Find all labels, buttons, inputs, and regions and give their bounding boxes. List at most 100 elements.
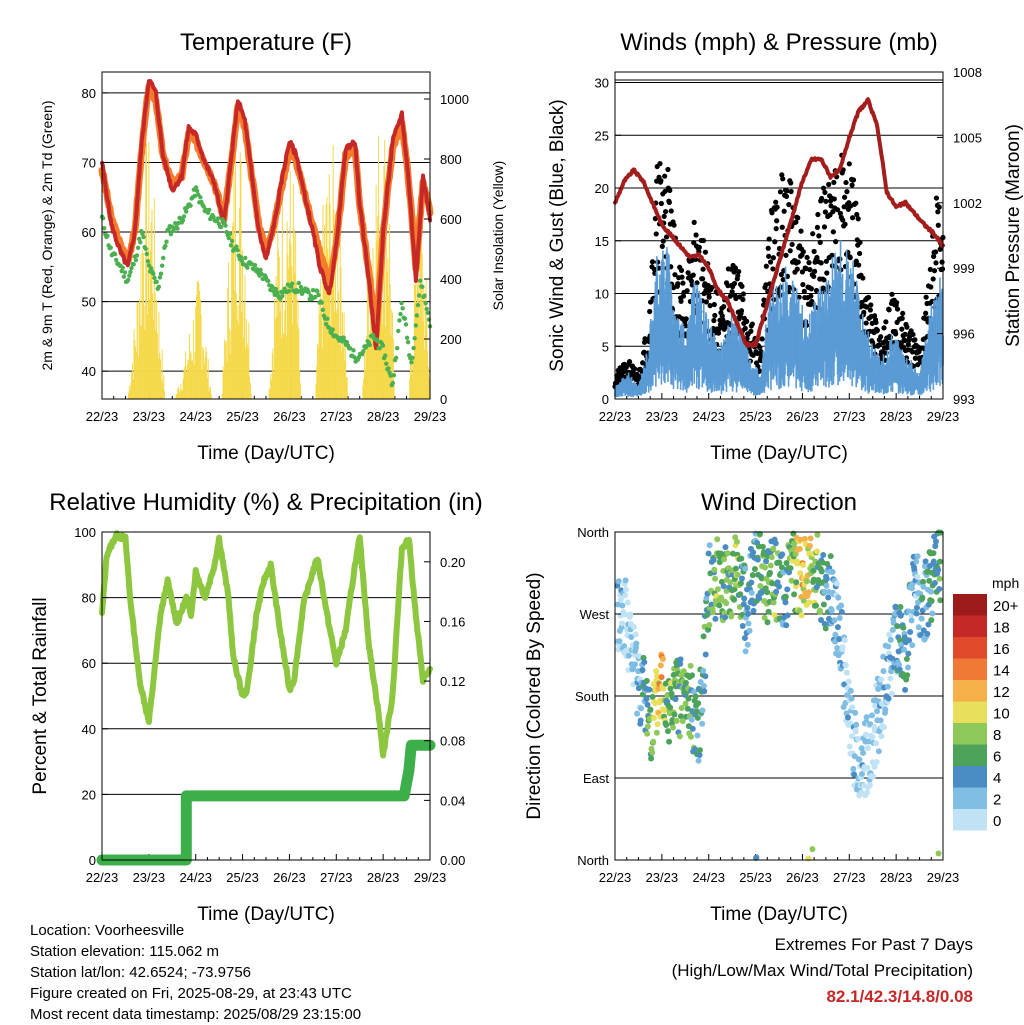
gust-point bbox=[931, 268, 938, 274]
gust-point bbox=[711, 317, 717, 324]
gust-point bbox=[830, 229, 836, 235]
direction-point bbox=[770, 545, 777, 552]
gust-point bbox=[861, 309, 867, 315]
dewpoint-series bbox=[99, 185, 433, 388]
direction-point bbox=[823, 582, 830, 589]
direction-point bbox=[682, 700, 689, 707]
dewpoint-point bbox=[198, 195, 203, 200]
panel-title: Temperature (F) bbox=[180, 29, 352, 56]
gust-point bbox=[795, 259, 801, 265]
dewpoint-point bbox=[206, 207, 212, 213]
direction-point bbox=[622, 586, 629, 593]
direction-point bbox=[708, 601, 715, 608]
direction-point bbox=[756, 595, 763, 602]
direction-point bbox=[643, 695, 650, 702]
direction-point bbox=[677, 656, 684, 663]
gust-point bbox=[690, 272, 696, 278]
dewpoint-point bbox=[255, 267, 260, 272]
direction-point bbox=[875, 685, 882, 692]
dewpoint-point bbox=[415, 302, 421, 308]
gust-point bbox=[799, 269, 806, 275]
direction-point bbox=[836, 615, 843, 622]
direction-point bbox=[796, 607, 803, 614]
gust-point bbox=[693, 232, 699, 238]
gust-point bbox=[788, 180, 794, 186]
gust-point bbox=[871, 313, 878, 319]
y-tick-label: 60 bbox=[82, 225, 96, 240]
direction-point bbox=[783, 622, 790, 629]
gust-point bbox=[883, 319, 889, 325]
dewpoint-point bbox=[141, 234, 146, 240]
gust-point bbox=[834, 207, 841, 213]
gust-point bbox=[939, 259, 945, 265]
direction-point bbox=[877, 717, 884, 724]
direction-point bbox=[624, 599, 631, 606]
direction-point bbox=[689, 672, 696, 679]
direction-point bbox=[617, 596, 624, 603]
gust-point bbox=[777, 189, 784, 195]
dewpoint-point bbox=[344, 339, 350, 345]
dewpoint-point bbox=[341, 335, 346, 340]
dewpoint-point bbox=[404, 335, 410, 340]
gust-point bbox=[786, 284, 792, 291]
plot-frame bbox=[101, 71, 431, 400]
gust-point bbox=[679, 274, 685, 280]
dewpoint-point bbox=[411, 345, 416, 351]
x-axis-label: Time (Day/UTC) bbox=[197, 904, 335, 925]
direction-point bbox=[696, 747, 703, 754]
y-tick-label: 20 bbox=[82, 787, 96, 802]
direction-point bbox=[782, 599, 789, 606]
direction-point bbox=[671, 711, 678, 718]
gust-point bbox=[661, 213, 667, 219]
direction-point bbox=[869, 712, 876, 719]
direction-point bbox=[731, 596, 738, 603]
gust-point bbox=[702, 249, 709, 255]
y-axis-label: 2m & 9m T (Red, Orange) & 2m Td (Green) bbox=[39, 101, 55, 371]
plot-frame bbox=[614, 71, 944, 400]
gust-point bbox=[784, 188, 790, 194]
direction-point bbox=[737, 591, 744, 598]
gust-point bbox=[812, 268, 818, 274]
x-tick-label: 24/23 bbox=[692, 870, 725, 885]
gust-point bbox=[800, 281, 806, 288]
y-tick-label: South bbox=[575, 689, 609, 704]
dewpoint-point bbox=[158, 271, 164, 276]
gust-point bbox=[903, 355, 910, 361]
gust-point bbox=[774, 218, 780, 224]
legend-swatch bbox=[953, 701, 987, 723]
gust-point bbox=[763, 263, 769, 269]
legend-label: 0 bbox=[993, 813, 1001, 830]
dewpoint-point bbox=[425, 310, 431, 316]
dewpoint-point bbox=[386, 366, 391, 371]
direction-point bbox=[688, 716, 695, 723]
dewpoint-point bbox=[310, 287, 316, 293]
gust-point bbox=[800, 249, 806, 255]
dewpoint-point bbox=[112, 251, 118, 257]
direction-point bbox=[864, 764, 871, 771]
direction-point bbox=[913, 610, 920, 617]
x-tick-label: 26/23 bbox=[273, 409, 306, 424]
direction-point bbox=[823, 575, 830, 582]
dewpoint-point bbox=[120, 265, 125, 270]
direction-point bbox=[742, 565, 749, 572]
y-tick-label: 40 bbox=[82, 364, 96, 379]
direction-point bbox=[853, 721, 860, 728]
gust-point bbox=[793, 219, 799, 225]
legend-swatch bbox=[953, 680, 987, 702]
dewpoint-point bbox=[101, 225, 107, 231]
direction-point bbox=[732, 565, 739, 572]
direction-point bbox=[928, 617, 935, 624]
dewpoint-point bbox=[397, 318, 402, 323]
dewpoint-point bbox=[298, 284, 304, 290]
direction-point bbox=[692, 693, 699, 700]
gust-point bbox=[691, 219, 697, 225]
dewpoint-point bbox=[313, 294, 318, 300]
extremes-values: 82.1/42.3/14.8/0.08 bbox=[826, 987, 973, 1006]
direction-point bbox=[632, 631, 639, 638]
direction-point bbox=[633, 640, 640, 647]
gust-point bbox=[855, 216, 861, 222]
direction-point bbox=[647, 706, 654, 713]
direction-point bbox=[664, 728, 671, 735]
direction-point bbox=[666, 738, 673, 745]
